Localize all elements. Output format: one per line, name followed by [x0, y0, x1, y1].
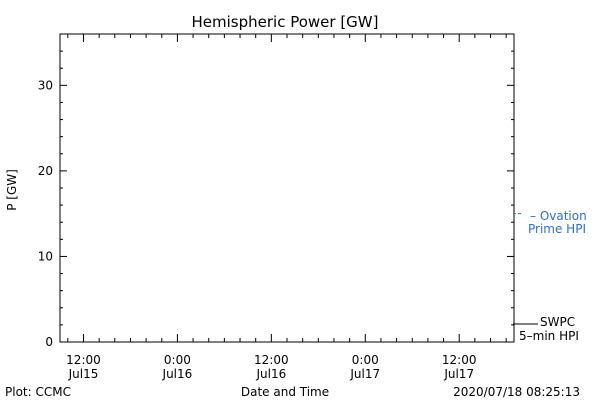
x-tick-label-time: 0:00 — [352, 353, 379, 367]
y-tick-label: 10 — [38, 249, 53, 263]
x-tick-label-time: 0:00 — [164, 353, 191, 367]
x-tick-label-day: Jul15 — [68, 367, 99, 381]
chart-title: Hemispheric Power [GW] — [192, 13, 379, 31]
x-tick-label-day: Jul17 — [349, 367, 380, 381]
legend-swpc-line2: 5–min HPI — [519, 329, 579, 343]
plot-frame — [59, 33, 515, 343]
legend-ovation-line2: Prime HPI — [528, 222, 586, 236]
y-axis-label: P [GW] — [5, 169, 19, 211]
legend-swpc-line1: SWPC — [540, 315, 575, 329]
x-tick-label-time: 12:00 — [66, 353, 101, 367]
x-axis-label: Date and Time — [241, 385, 329, 399]
footer-timestamp: 2020/07/18 08:25:13 — [453, 385, 580, 399]
legend: – Ovation Prime HPI SWPC 5–min HPI — [513, 209, 587, 343]
x-tick-label-day: Jul16 — [162, 367, 193, 381]
x-tick-label-day: Jul17 — [443, 367, 474, 381]
y-tick-label: 0 — [45, 335, 53, 349]
footer-plot-credit: Plot: CCMC — [5, 385, 71, 399]
x-tick-label-day: Jul16 — [255, 367, 286, 381]
x-tick-label-time: 12:00 — [254, 353, 289, 367]
x-tick-label-time: 12:00 — [442, 353, 477, 367]
y-tick-label: 30 — [38, 78, 53, 92]
x-axis-ticks: 12:00Jul150:00Jul1612:00Jul160:00Jul1712… — [66, 34, 507, 381]
y-axis-ticks: 0 10 20 30 — [38, 33, 514, 349]
y-tick-label: 20 — [38, 164, 53, 178]
legend-ovation-line1: – Ovation — [530, 209, 587, 223]
